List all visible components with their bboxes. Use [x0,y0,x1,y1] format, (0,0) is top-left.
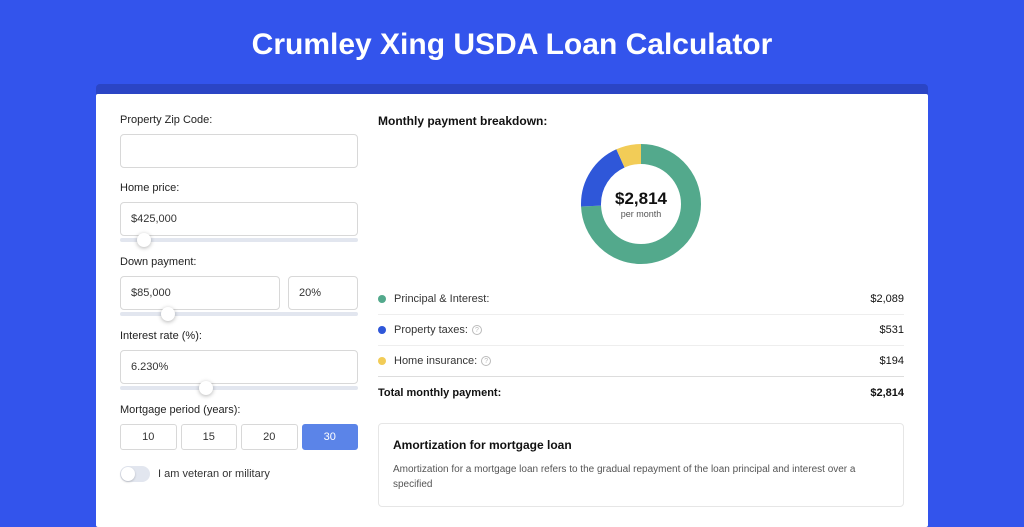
payment-donut-chart: $2,814 per month [579,142,703,266]
total-value: $2,814 [870,387,904,399]
total-label: Total monthly payment: [378,387,870,399]
home-price-slider[interactable] [120,238,358,242]
breakdown-title: Monthly payment breakdown: [378,114,904,128]
down-payment-amount-input[interactable] [120,276,280,310]
legend-dot [378,326,386,334]
interest-rate-input[interactable] [120,350,358,384]
veteran-toggle-label: I am veteran or military [158,468,270,480]
period-btn-10[interactable]: 10 [120,424,177,450]
mortgage-period-label: Mortgage period (years): [120,404,358,416]
legend-label: Principal & Interest: [394,293,870,305]
home-price-input[interactable] [120,202,358,236]
veteran-toggle-row: I am veteran or military [120,466,358,482]
mortgage-period-options: 10 15 20 30 [120,424,358,450]
info-icon[interactable]: ? [481,356,491,366]
card-shadow: Property Zip Code: Home price: Down paym… [96,84,928,527]
period-btn-30[interactable]: 30 [302,424,359,450]
calculator-card: Property Zip Code: Home price: Down paym… [96,94,928,527]
info-icon[interactable]: ? [472,325,482,335]
interest-rate-slider[interactable] [120,386,358,390]
legend-value: $194 [880,355,904,367]
total-row: Total monthly payment: $2,814 [378,376,904,409]
home-price-field-group: Home price: [120,182,358,242]
breakdown-column: Monthly payment breakdown: $2,814 per mo… [378,114,904,507]
legend-value: $531 [880,324,904,336]
amortization-title: Amortization for mortgage loan [393,438,889,452]
veteran-toggle[interactable] [120,466,150,482]
donut-amount: $2,814 [615,189,667,209]
legend-dot [378,295,386,303]
donut-wrap: $2,814 per month [378,142,904,266]
donut-sub: per month [621,209,662,219]
down-payment-label: Down payment: [120,256,358,268]
amortization-text: Amortization for a mortgage loan refers … [393,462,889,492]
down-payment-slider[interactable] [120,312,358,316]
legend-row: Principal & Interest:$2,089 [378,284,904,314]
period-btn-20[interactable]: 20 [241,424,298,450]
legend-row: Property taxes:?$531 [378,314,904,345]
zip-field-group: Property Zip Code: [120,114,358,168]
legend-row: Home insurance:?$194 [378,345,904,376]
legend-dot [378,357,386,365]
down-payment-field-group: Down payment: [120,256,358,316]
interest-rate-slider-thumb[interactable] [199,381,213,395]
interest-rate-label: Interest rate (%): [120,330,358,342]
amortization-box: Amortization for mortgage loan Amortizat… [378,423,904,507]
zip-label: Property Zip Code: [120,114,358,126]
home-price-slider-thumb[interactable] [137,233,151,247]
legend-label: Property taxes:? [394,324,880,336]
period-btn-15[interactable]: 15 [181,424,238,450]
down-payment-percent-input[interactable] [288,276,358,310]
mortgage-period-field-group: Mortgage period (years): 10 15 20 30 [120,404,358,450]
legend-label: Home insurance:? [394,355,880,367]
inputs-column: Property Zip Code: Home price: Down paym… [120,114,358,507]
veteran-toggle-knob [121,467,135,481]
down-payment-slider-thumb[interactable] [161,307,175,321]
interest-rate-field-group: Interest rate (%): [120,330,358,390]
page-title: Crumley Xing USDA Loan Calculator [0,0,1024,84]
zip-input[interactable] [120,134,358,168]
legend-value: $2,089 [870,293,904,305]
home-price-label: Home price: [120,182,358,194]
